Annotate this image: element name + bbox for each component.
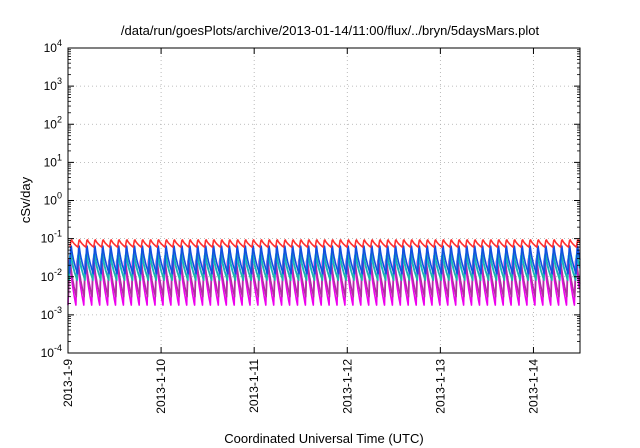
y-tick-exponent: -2 [54, 267, 62, 277]
axes [67, 47, 581, 354]
y-tick-exponent: 0 [57, 191, 62, 201]
y-tick-label: 101 [44, 152, 62, 169]
x-tick-label: 2013-1-12 [340, 359, 354, 414]
y-tick-base: 10 [44, 194, 58, 208]
y-tick-label: 102 [44, 114, 62, 131]
series-line [69, 239, 581, 248]
y-tick-exponent: 4 [57, 38, 62, 48]
x-tick-label: 2013-1-11 [247, 359, 261, 413]
y-tick-exponent: -3 [54, 305, 62, 315]
y-tick-label: 104 [44, 38, 62, 55]
y-axis-label: cSv/day [18, 176, 33, 223]
chart-title: /data/run/goesPlots/archive/2013-01-14/1… [121, 23, 540, 38]
y-tick-base: 10 [44, 41, 58, 55]
y-tick-exponent: -4 [54, 343, 62, 353]
x-tick-label: 2013-1-13 [433, 359, 447, 414]
y-tick-base: 10 [44, 117, 58, 131]
x-tick-label: 2013-1-9 [61, 359, 75, 407]
y-tick-exponent: -1 [54, 229, 62, 239]
y-tick-base: 10 [41, 308, 55, 322]
x-axis-label: Coordinated Universal Time (UTC) [224, 431, 423, 446]
y-tick-base: 10 [41, 270, 55, 284]
y-tick-base: 10 [41, 232, 55, 246]
x-tick-label: 2013-1-14 [526, 359, 540, 414]
y-tick-label: 10-3 [41, 305, 62, 322]
grid [68, 48, 580, 353]
y-tick-exponent: 1 [57, 152, 62, 162]
y-tick-base: 10 [44, 79, 58, 93]
y-tick-base: 10 [41, 346, 55, 360]
y-tick-label: 103 [44, 76, 62, 93]
y-tick-exponent: 3 [57, 76, 62, 86]
y-tick-base: 10 [44, 155, 58, 169]
series-line [68, 245, 581, 275]
x-tick-label: 2013-1-10 [154, 359, 168, 414]
series-line [67, 257, 581, 298]
y-tick-label: 10-2 [41, 267, 62, 284]
y-tick-label: 10-4 [41, 343, 62, 360]
y-tick-label: 10-1 [41, 229, 62, 246]
y-tick-exponent: 2 [57, 114, 62, 124]
y-tick-label: 100 [44, 191, 62, 208]
series-group [67, 239, 581, 306]
x-tick-labels: 2013-1-9 2013-1-10 2013-1-11 2013-1-12 2013-… [61, 359, 540, 414]
